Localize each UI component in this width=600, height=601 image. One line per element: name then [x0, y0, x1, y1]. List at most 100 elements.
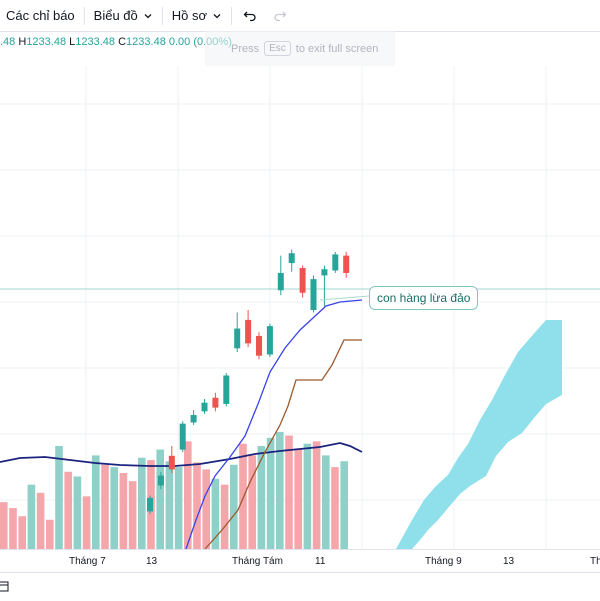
candle — [201, 398, 208, 414]
chart-annotation[interactable]: con hàng lừa đảo — [369, 286, 479, 310]
volume-bar — [294, 448, 302, 549]
volume-bar — [202, 469, 210, 549]
candle — [212, 392, 219, 412]
volume-moving-average — [0, 442, 363, 467]
candle — [288, 249, 295, 272]
candle-body — [288, 253, 295, 264]
chevron-down-icon — [144, 13, 152, 18]
toolbar-divider — [83, 6, 85, 25]
volume-bar — [138, 457, 146, 549]
undo-icon — [243, 11, 256, 21]
volume-bar — [312, 441, 321, 549]
candle — [245, 310, 252, 348]
volume-bar — [73, 476, 82, 549]
volume-bar — [276, 432, 284, 549]
chevron-down-icon — [213, 13, 221, 18]
candle-body — [234, 328, 241, 349]
open-value: .48 — [0, 36, 16, 48]
redo-button[interactable] — [265, 0, 295, 31]
low-key: L — [69, 36, 76, 48]
candle — [299, 265, 306, 298]
candle-body — [277, 272, 284, 291]
bottom-bar — [0, 572, 600, 601]
candle — [234, 312, 241, 353]
x-tick-label: Th — [590, 556, 600, 567]
volume-bar — [92, 455, 100, 549]
volume-bar — [257, 446, 266, 549]
x-tick-label: 11 — [315, 556, 326, 567]
price-chart[interactable] — [0, 66, 600, 549]
volume-bar — [18, 516, 26, 549]
candle-body — [201, 402, 208, 412]
candle — [310, 275, 317, 313]
ohlc-legend: .48 H1233.48 L1233.48 C1233.48 0.00 (0.0… — [0, 36, 232, 48]
candle-body — [332, 254, 339, 271]
time-axis[interactable]: Tháng 7 13 Tháng Tám 11 Tháng 9 13 Th — [0, 549, 600, 572]
volume-bar — [230, 464, 238, 549]
callout-pointer — [319, 295, 370, 301]
toolbar-divider — [231, 6, 233, 25]
low-value: 1233.48 — [75, 36, 116, 48]
volume-bar — [239, 443, 247, 549]
x-tick-label: 13 — [146, 556, 158, 567]
close-key: C — [118, 36, 127, 48]
candle-body — [223, 375, 230, 404]
fullscreen-hint: Press Esc to exit full screen — [205, 31, 395, 66]
chart-menu-button[interactable]: Biểu đồ — [88, 0, 159, 31]
volume-bar — [110, 467, 118, 549]
volume-bar — [119, 472, 128, 549]
volume-bar — [266, 437, 275, 549]
x-tick-label: Tháng 7 — [69, 556, 106, 567]
volume-bar — [101, 464, 109, 549]
volume-bar — [0, 502, 8, 549]
candle — [332, 251, 339, 273]
undo-button[interactable] — [235, 0, 265, 31]
volume-bar — [340, 461, 348, 549]
volume-bar — [27, 484, 36, 549]
toolbar-divider — [161, 6, 163, 25]
candle — [168, 445, 175, 474]
top-toolbar: Các chỉ báo Biểu đồ Hồ sơ — [0, 0, 600, 32]
volume-bar — [211, 478, 220, 549]
candles — [147, 249, 350, 514]
base-line — [204, 339, 362, 549]
close-value: 1233.48 — [126, 36, 166, 48]
calendar-icon[interactable] — [0, 580, 9, 592]
x-tick-label: 13 — [503, 556, 515, 567]
candle — [223, 373, 230, 407]
candle — [179, 421, 186, 453]
volume-bar — [322, 455, 330, 549]
profile-menu-label: Hồ sơ — [171, 8, 208, 23]
candle — [343, 251, 350, 278]
indicators-label: Các chỉ báo — [6, 8, 75, 23]
volume-bar — [46, 519, 54, 549]
candle — [266, 323, 273, 357]
press-label: Press — [231, 42, 260, 55]
candle — [147, 495, 153, 514]
indicators-button[interactable]: Các chỉ báo — [0, 0, 81, 31]
conversion-line — [185, 299, 363, 549]
x-tick-label: Tháng 9 — [425, 556, 462, 567]
esc-key-label: Esc — [264, 41, 291, 56]
volume-bar — [55, 446, 63, 549]
volume-bar — [331, 467, 339, 549]
high-key: H — [18, 36, 27, 48]
candle — [277, 255, 284, 296]
chart-menu-label: Biểu đồ — [93, 8, 138, 23]
volume-bar — [184, 441, 192, 549]
candle-body — [343, 255, 350, 273]
candle-body — [168, 455, 175, 470]
volume-bar — [128, 481, 137, 549]
redo-icon — [274, 11, 287, 21]
candle-body — [299, 268, 306, 293]
candle — [256, 332, 262, 360]
exit-fullscreen-label: to exit full screen — [295, 42, 379, 55]
x-tick-label: Tháng Tám — [232, 556, 283, 567]
volume-bar — [248, 455, 256, 549]
candle-body — [266, 326, 273, 355]
candle — [157, 471, 164, 490]
volume-bar — [193, 462, 201, 549]
candle-body — [179, 423, 186, 450]
profile-menu-button[interactable]: Hồ sơ — [166, 0, 228, 31]
volume-bar — [9, 508, 17, 549]
